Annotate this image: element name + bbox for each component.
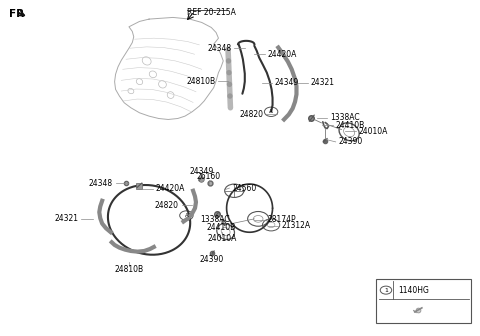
Text: 24810B: 24810B: [114, 265, 144, 274]
Text: 1140HG: 1140HG: [398, 286, 429, 295]
Text: 21312A: 21312A: [281, 221, 310, 230]
Text: 1: 1: [384, 288, 388, 293]
Text: 1338AC: 1338AC: [200, 215, 229, 224]
Text: 24349: 24349: [275, 78, 299, 87]
Text: 24560: 24560: [232, 183, 257, 193]
Text: A: A: [184, 213, 188, 218]
Text: 24410B: 24410B: [336, 121, 365, 130]
Text: 24010A: 24010A: [359, 127, 388, 136]
Text: 24390: 24390: [338, 137, 363, 146]
Text: 1338AC: 1338AC: [330, 113, 360, 122]
Text: 24810B: 24810B: [186, 77, 216, 85]
Text: 24820: 24820: [155, 201, 179, 210]
Text: 24410B: 24410B: [206, 223, 236, 232]
Text: 24420A: 24420A: [268, 50, 297, 59]
Text: 26160: 26160: [197, 172, 221, 181]
Text: 24348: 24348: [89, 178, 113, 187]
Text: 24321: 24321: [54, 214, 78, 223]
FancyBboxPatch shape: [376, 280, 471, 323]
Text: 24348: 24348: [207, 44, 231, 53]
Text: FR: FR: [9, 9, 24, 19]
Text: 24390: 24390: [199, 255, 223, 264]
Text: 28174P: 28174P: [268, 215, 296, 224]
Text: 24349: 24349: [190, 167, 214, 176]
Text: 24010A: 24010A: [207, 235, 237, 244]
Text: A: A: [269, 109, 273, 114]
Text: 24420A: 24420A: [156, 184, 185, 193]
Text: 24820: 24820: [240, 110, 264, 119]
Text: 24321: 24321: [311, 78, 335, 87]
Text: REF 20-215A: REF 20-215A: [187, 8, 236, 17]
